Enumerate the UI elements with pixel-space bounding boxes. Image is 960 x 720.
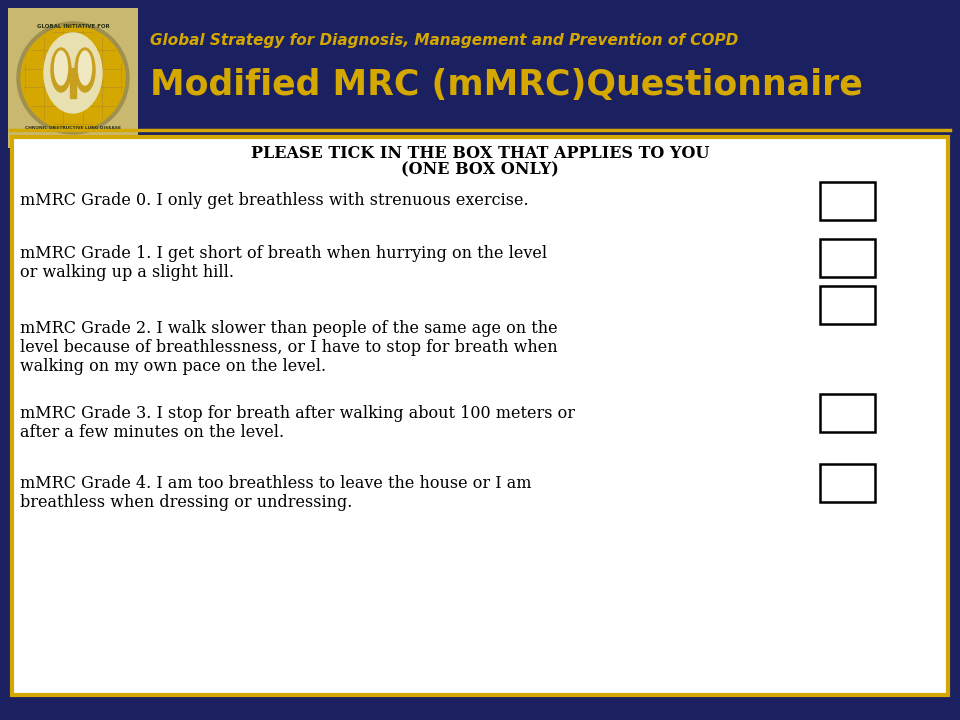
Bar: [820, 239, 875, 277]
Ellipse shape: [75, 48, 95, 92]
Bar: [70, 68, 76, 98]
Text: GLOBAL INITIATIVE FOR: GLOBAL INITIATIVE FOR: [36, 24, 109, 29]
Bar: [8, 8, 138, 148]
Text: CHRONIC OBSTRUCTIVE LUNG DISEASE: CHRONIC OBSTRUCTIVE LUNG DISEASE: [25, 126, 121, 130]
Bar: [820, 464, 875, 502]
Text: walking on my own pace on the level.: walking on my own pace on the level.: [20, 358, 326, 375]
Text: mMRC Grade 0. I only get breathless with strenuous exercise.: mMRC Grade 0. I only get breathless with…: [20, 192, 529, 209]
Circle shape: [17, 22, 129, 134]
Ellipse shape: [51, 48, 71, 92]
Bar: [12, 137, 948, 695]
Text: PLEASE TICK IN THE BOX THAT APPLIES TO YOU: PLEASE TICK IN THE BOX THAT APPLIES TO Y…: [251, 145, 709, 163]
Ellipse shape: [79, 51, 91, 85]
Text: level because of breathlessness, or I have to stop for breath when: level because of breathlessness, or I ha…: [20, 339, 558, 356]
Bar: [820, 286, 875, 324]
Text: Modified MRC (mMRC)Questionnaire: Modified MRC (mMRC)Questionnaire: [150, 68, 863, 102]
Text: mMRC Grade 3. I stop for breath after walking about 100 meters or: mMRC Grade 3. I stop for breath after wa…: [20, 405, 575, 422]
Text: breathless when dressing or undressing.: breathless when dressing or undressing.: [20, 494, 352, 511]
Text: after a few minutes on the level.: after a few minutes on the level.: [20, 424, 284, 441]
Bar: [820, 394, 875, 432]
Text: Global Strategy for Diagnosis, Management and Prevention of COPD: Global Strategy for Diagnosis, Managemen…: [150, 32, 738, 48]
Text: mMRC Grade 2. I walk slower than people of the same age on the: mMRC Grade 2. I walk slower than people …: [20, 320, 558, 337]
Text: or walking up a slight hill.: or walking up a slight hill.: [20, 264, 234, 281]
Text: mMRC Grade 4. I am too breathless to leave the house or I am: mMRC Grade 4. I am too breathless to lea…: [20, 475, 532, 492]
Bar: [820, 182, 875, 220]
Text: (ONE BOX ONLY): (ONE BOX ONLY): [401, 161, 559, 179]
Ellipse shape: [55, 51, 67, 85]
Circle shape: [21, 26, 125, 130]
Ellipse shape: [44, 33, 102, 113]
Text: mMRC Grade 1. I get short of breath when hurrying on the level: mMRC Grade 1. I get short of breath when…: [20, 245, 547, 262]
